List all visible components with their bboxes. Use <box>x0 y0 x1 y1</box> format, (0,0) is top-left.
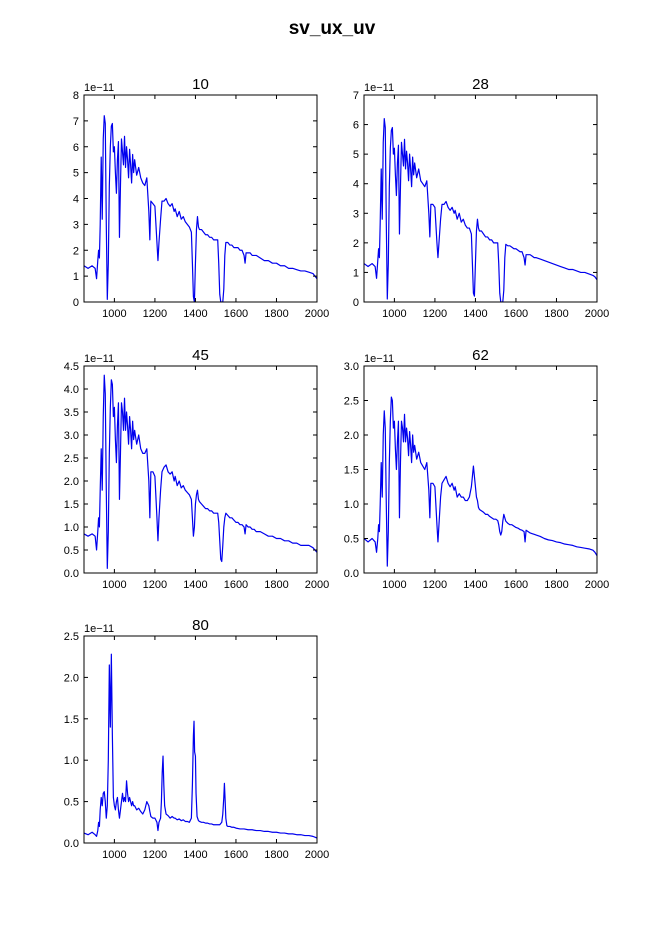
y-offset-label: 1e−11 <box>364 82 394 94</box>
series-line <box>364 396 597 567</box>
y-tick-label: 1 <box>353 267 359 279</box>
y-tick-label: 5 <box>353 149 359 161</box>
series-line <box>84 374 317 569</box>
x-tick-label: 1400 <box>463 579 487 591</box>
y-offset-label: 1e−11 <box>364 353 394 365</box>
y-tick-label: 3 <box>353 208 359 220</box>
y-tick-label: 0.0 <box>64 838 79 850</box>
y-tick-label: 2.0 <box>64 672 79 684</box>
y-tick-label: 1.5 <box>344 465 359 477</box>
x-tick-label: 2000 <box>305 849 329 861</box>
y-tick-label: 2 <box>353 238 359 250</box>
figure-title: sv_ux_uv <box>288 18 376 39</box>
y-tick-label: 1.5 <box>64 714 79 726</box>
y-tick-label: 5 <box>73 168 79 180</box>
x-tick-label: 1400 <box>463 308 487 320</box>
y-tick-label: 2.5 <box>64 453 79 465</box>
series-line <box>84 115 317 302</box>
series-line <box>84 653 317 839</box>
subplot-title: 62 <box>472 347 489 364</box>
y-tick-label: 4.5 <box>64 361 79 373</box>
x-tick-label: 1000 <box>102 308 126 320</box>
x-tick-label: 1400 <box>183 308 207 320</box>
y-offset-label: 1e−11 <box>84 82 114 94</box>
y-tick-label: 7 <box>73 116 79 128</box>
x-tick-label: 1800 <box>264 579 288 591</box>
y-tick-label: 3.0 <box>344 361 359 373</box>
subplot-title: 45 <box>192 347 209 364</box>
x-tick-label: 1600 <box>504 308 528 320</box>
y-tick-label: 4 <box>353 179 359 191</box>
y-tick-label: 8 <box>73 90 79 102</box>
plot-frame <box>363 94 598 303</box>
y-tick-label: 2.0 <box>344 430 359 442</box>
y-tick-label: 1.5 <box>64 499 79 511</box>
y-tick-label: 3 <box>73 219 79 231</box>
x-tick-label: 2000 <box>305 579 329 591</box>
y-tick-label: 1.0 <box>344 499 359 511</box>
x-tick-label: 1200 <box>143 579 167 591</box>
x-tick-label: 2000 <box>305 308 329 320</box>
y-offset-label: 1e−11 <box>84 623 114 635</box>
subplot-title: 80 <box>192 617 209 634</box>
y-tick-label: 3.5 <box>64 407 79 419</box>
x-tick-label: 1800 <box>544 308 568 320</box>
y-tick-label: 2.0 <box>64 476 79 488</box>
y-tick-label: 0.0 <box>344 568 359 580</box>
y-tick-label: 4.0 <box>64 384 79 396</box>
x-tick-label: 2000 <box>585 579 609 591</box>
x-tick-label: 1600 <box>224 579 248 591</box>
y-offset-label: 1e−11 <box>84 353 114 365</box>
subplot-10: 1000 1200 1400 1600 1800 2000 0 1 2 3 4 5 6 7 8 1e−11 10 <box>73 76 329 320</box>
x-tick-label: 1200 <box>423 308 447 320</box>
x-tick-label: 1200 <box>143 308 167 320</box>
y-tick-label: 1.0 <box>64 755 79 767</box>
subplot-80: 1000 1200 1400 1600 1800 2000 0.0 0.5 1.0 1.5 2.0 2… <box>64 617 330 861</box>
x-tick-label: 1000 <box>382 308 406 320</box>
y-tick-label: 2 <box>73 245 79 257</box>
y-tick-label: 0.5 <box>64 545 79 557</box>
y-tick-label: 6 <box>353 120 359 132</box>
y-tick-label: 2.5 <box>64 631 79 643</box>
y-tick-label: 1.0 <box>64 522 79 534</box>
y-tick-label: 1 <box>73 271 79 283</box>
y-tick-label: 0 <box>353 297 359 309</box>
y-tick-label: 2.5 <box>344 396 359 408</box>
y-tick-label: 0.5 <box>64 797 79 809</box>
subplot-62: 1000 1200 1400 1600 1800 2000 0.0 0.5 1.0 1.5 2.0 2… <box>344 347 610 591</box>
subplot-28: 1000 1200 1400 1600 1800 2000 0 1 2 3 4 5 6 7 1e−11 28 <box>353 76 609 320</box>
x-tick-label: 1800 <box>264 308 288 320</box>
x-tick-label: 1400 <box>183 579 207 591</box>
y-tick-label: 7 <box>353 90 359 102</box>
y-tick-label: 0 <box>73 297 79 309</box>
x-tick-label: 1800 <box>544 579 568 591</box>
y-tick-label: 6 <box>73 142 79 154</box>
x-tick-label: 1200 <box>423 579 447 591</box>
x-tick-label: 1000 <box>102 579 126 591</box>
y-tick-label: 4 <box>73 194 79 206</box>
plot-frame <box>83 365 318 574</box>
x-tick-label: 1000 <box>102 849 126 861</box>
x-tick-label: 1400 <box>183 849 207 861</box>
x-tick-label: 1200 <box>143 849 167 861</box>
subplot-45: 1000 1200 1400 1600 1800 2000 0.0 0.5 1.0 1.5 2.0 2… <box>64 347 330 591</box>
y-tick-label: 0.0 <box>64 568 79 580</box>
x-tick-label: 1800 <box>264 849 288 861</box>
y-tick-label: 3.0 <box>64 430 79 442</box>
subplot-title: 10 <box>192 76 209 93</box>
x-tick-label: 1600 <box>224 849 248 861</box>
x-tick-label: 1600 <box>224 308 248 320</box>
series-line <box>364 118 597 302</box>
x-tick-label: 1000 <box>382 579 406 591</box>
plot-frame <box>83 635 318 844</box>
subplot-title: 28 <box>472 76 489 93</box>
x-tick-label: 2000 <box>585 308 609 320</box>
y-tick-label: 0.5 <box>344 534 359 546</box>
x-tick-label: 1600 <box>504 579 528 591</box>
